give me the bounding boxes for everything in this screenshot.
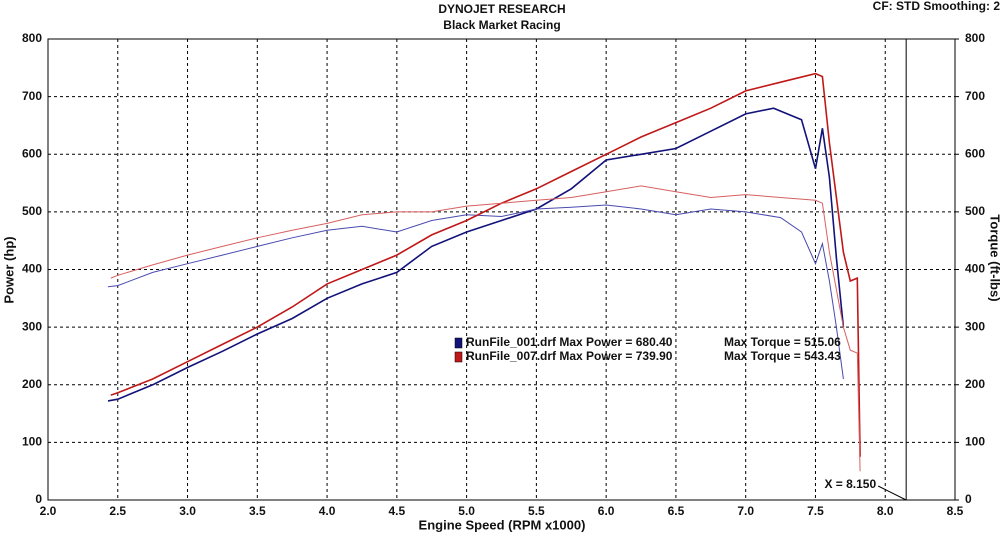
y2-tick-label: 100: [965, 435, 985, 449]
plot-frame: [47, 38, 956, 501]
y-tick-label: 800: [22, 31, 42, 45]
legend-swatch: [454, 351, 463, 363]
y2-tick-label: 0: [965, 492, 972, 506]
legend-entry: Max Torque = 543.43: [724, 349, 841, 363]
y2-tick-label: 300: [965, 319, 985, 333]
y2-tick-label: 800: [965, 31, 985, 45]
y2-tick-label: 500: [965, 204, 985, 218]
y-tick-label: 600: [22, 146, 42, 160]
y2-tick-label: 400: [965, 262, 985, 276]
cursor-label: X = 8.150: [824, 477, 876, 491]
x-tick-label: 3.5: [249, 504, 266, 518]
chart-title: DYNOJET RESEARCH: [438, 2, 565, 16]
x-tick-label: 6.0: [598, 504, 615, 518]
series-line: [110, 72, 861, 457]
y2-tick-label: 200: [965, 377, 985, 391]
legend-entry: RunFile_001.drf Max Power = 680.40: [466, 335, 673, 349]
legend-entry: Max Torque = 515.06: [724, 335, 841, 349]
y-tick-label: 300: [22, 319, 42, 333]
x-tick-label: 7.0: [737, 504, 754, 518]
x-tick-label: 8.0: [877, 504, 894, 518]
x-tick-label: 6.5: [668, 504, 685, 518]
x-tick-label: 3.0: [179, 504, 196, 518]
y2-tick-label: 700: [965, 89, 985, 103]
x-tick-label: 8.5: [947, 504, 964, 518]
y-tick-label: 200: [22, 377, 42, 391]
y-tick-label: 700: [22, 89, 42, 103]
x-tick-label: 4.5: [389, 504, 406, 518]
x-tick-label: 5.5: [528, 504, 545, 518]
y-tick-label: 100: [22, 435, 42, 449]
x-tick-label: 2.5: [109, 504, 126, 518]
y-axis-label: Power (hp): [1, 236, 16, 303]
x-tick-label: 7.5: [807, 504, 824, 518]
y-tick-label: 500: [22, 204, 42, 218]
series-line: [107, 204, 844, 380]
x-tick-label: 4.0: [319, 504, 336, 518]
x-tick-label: 2.0: [40, 504, 57, 518]
series-line: [110, 185, 861, 472]
legend-swatch: [454, 337, 463, 349]
y2-tick-label: 600: [965, 146, 985, 160]
chart-subtitle: Black Market Racing: [443, 18, 560, 32]
cursor-pointer: [877, 485, 907, 501]
x-axis-label: Engine Speed (RPM x1000): [419, 517, 586, 532]
y-tick-label: 0: [35, 492, 42, 506]
y-tick-label: 400: [22, 262, 42, 276]
legend-entry: RunFile_007.drf Max Power = 739.90: [466, 349, 673, 363]
x-tick-label: 5.0: [458, 504, 475, 518]
settings-label: CF: STD Smoothing: 2: [873, 0, 1001, 13]
y2-axis-label: Torque (ft-lbs): [988, 214, 1003, 301]
